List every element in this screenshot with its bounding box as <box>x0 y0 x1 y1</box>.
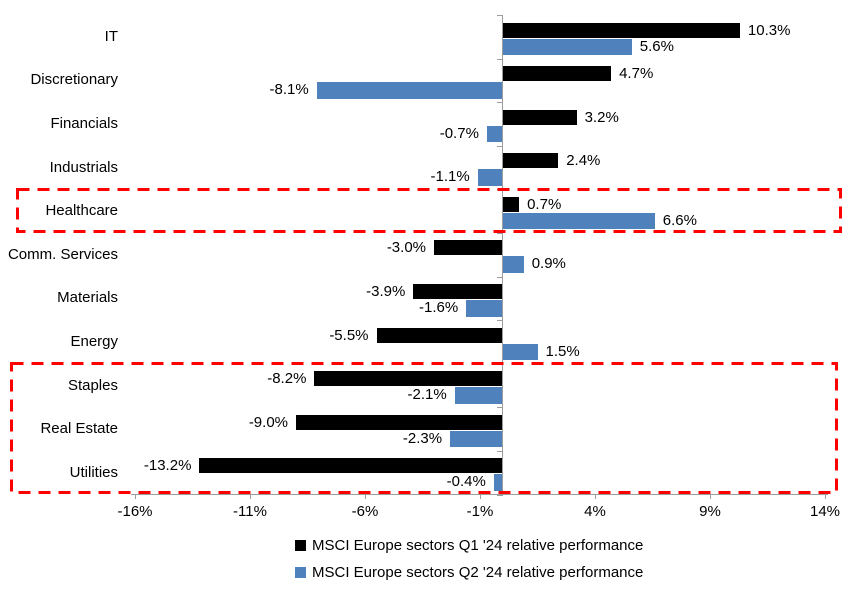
x-axis-tick <box>480 494 481 499</box>
bar-q2 <box>466 300 503 317</box>
category-axis-tick <box>497 189 503 191</box>
bar-value-label: 6.6% <box>662 211 697 229</box>
bar-q2 <box>503 256 524 273</box>
bar-q1 <box>376 327 503 343</box>
bar-value-label: -3.9% <box>366 283 406 301</box>
x-axis-tick <box>710 494 711 499</box>
bar-value-label: -2.3% <box>402 429 443 447</box>
bar-value-label: -13.2% <box>143 457 192 475</box>
bar-q1 <box>503 66 612 82</box>
bar-value-label: 0.9% <box>531 255 566 273</box>
bar-value-label: -5.5% <box>329 326 369 344</box>
x-axis-tick-label: -1% <box>466 503 494 520</box>
x-axis-line <box>131 494 828 495</box>
bar-value-label: 1.5% <box>545 342 580 360</box>
bar-q2 <box>450 430 503 448</box>
bar-q1 <box>434 240 503 256</box>
category-axis-tick <box>497 276 503 278</box>
x-axis-tick <box>135 494 136 499</box>
bar-value-label: -8.2% <box>267 370 307 388</box>
category-axis-tick <box>497 494 503 496</box>
legend-swatch-q2-icon <box>295 567 306 578</box>
legend-label: MSCI Europe sectors Q1 '24 relative perf… <box>312 537 644 554</box>
category-label: IT <box>104 27 118 45</box>
category-label: Comm. Services <box>7 245 118 263</box>
legend-swatch-q1-icon <box>295 540 306 551</box>
bar-q2 <box>477 169 503 186</box>
bar-q1 <box>296 414 503 430</box>
bar-q2 <box>503 38 632 55</box>
category-axis-tick <box>497 15 503 16</box>
category-axis-tick <box>497 320 503 322</box>
category-label: Materials <box>57 289 118 307</box>
category-axis-tick <box>497 102 503 104</box>
highlight-box <box>16 188 842 233</box>
category-label: Real Estate <box>40 420 118 438</box>
category-label: Energy <box>70 332 118 350</box>
bar-value-label: 10.3% <box>747 21 791 39</box>
bar-value-label: -1.6% <box>419 299 459 317</box>
category-axis-tick <box>497 58 503 60</box>
bar-q1 <box>503 109 577 125</box>
x-axis-tick <box>825 494 826 499</box>
category-label: Industrials <box>49 158 118 176</box>
bar-q1 <box>314 371 503 387</box>
x-axis-tick-label: 4% <box>584 503 606 520</box>
category-axis-tick <box>497 407 503 409</box>
bar-q1 <box>503 153 559 169</box>
bar-q1 <box>503 196 520 212</box>
bar-value-label: 4.7% <box>619 65 654 83</box>
bar-q2 <box>503 212 655 230</box>
bar-value-label: 0.7% <box>527 195 562 213</box>
bar-value-label: -3.0% <box>386 239 426 257</box>
category-label: Financials <box>50 114 118 132</box>
category-label: Healthcare <box>45 202 118 220</box>
bar-value-label: -0.7% <box>439 124 479 142</box>
category-axis-tick <box>497 450 503 452</box>
bar-value-label: -9.0% <box>248 413 288 431</box>
bar-value-label: -1.1% <box>430 168 470 186</box>
category-label: Utilities <box>69 463 118 481</box>
x-axis-tick-label: 9% <box>699 503 721 520</box>
x-axis-tick <box>365 494 366 499</box>
bar-q2 <box>486 125 503 143</box>
x-axis-tick-label: -6% <box>351 503 379 520</box>
legend-item: MSCI Europe sectors Q2 '24 relative perf… <box>295 564 643 581</box>
category-axis-tick <box>497 363 503 365</box>
bar-q1 <box>199 458 503 474</box>
bar-value-label: -2.1% <box>407 386 447 404</box>
x-axis-tick-label: -11% <box>233 503 267 520</box>
category-axis-tick <box>497 232 503 234</box>
category-axis-tick <box>497 145 503 147</box>
bar-q2 <box>454 387 503 404</box>
legend-item: MSCI Europe sectors Q1 '24 relative perf… <box>295 537 643 554</box>
category-label: Staples <box>67 376 118 394</box>
x-axis-tick <box>250 494 251 499</box>
y-axis-line <box>502 15 503 495</box>
bar-value-label: 3.2% <box>584 108 619 126</box>
bar-value-label: 5.6% <box>639 37 674 55</box>
bar-value-label: -8.1% <box>269 81 309 99</box>
x-axis-tick-label: -16% <box>117 503 153 520</box>
bar-q2 <box>316 82 503 99</box>
bar-q2 <box>503 343 538 361</box>
x-axis-tick <box>595 494 596 499</box>
bar-q1 <box>503 22 740 38</box>
legend-label: MSCI Europe sectors Q2 '24 relative perf… <box>312 564 644 581</box>
bar-value-label: 2.4% <box>566 152 601 170</box>
category-label: Discretionary <box>30 71 118 89</box>
bar-value-label: -0.4% <box>446 473 486 491</box>
bar-q1 <box>413 284 503 300</box>
x-axis-tick-label: 14% <box>809 503 841 520</box>
